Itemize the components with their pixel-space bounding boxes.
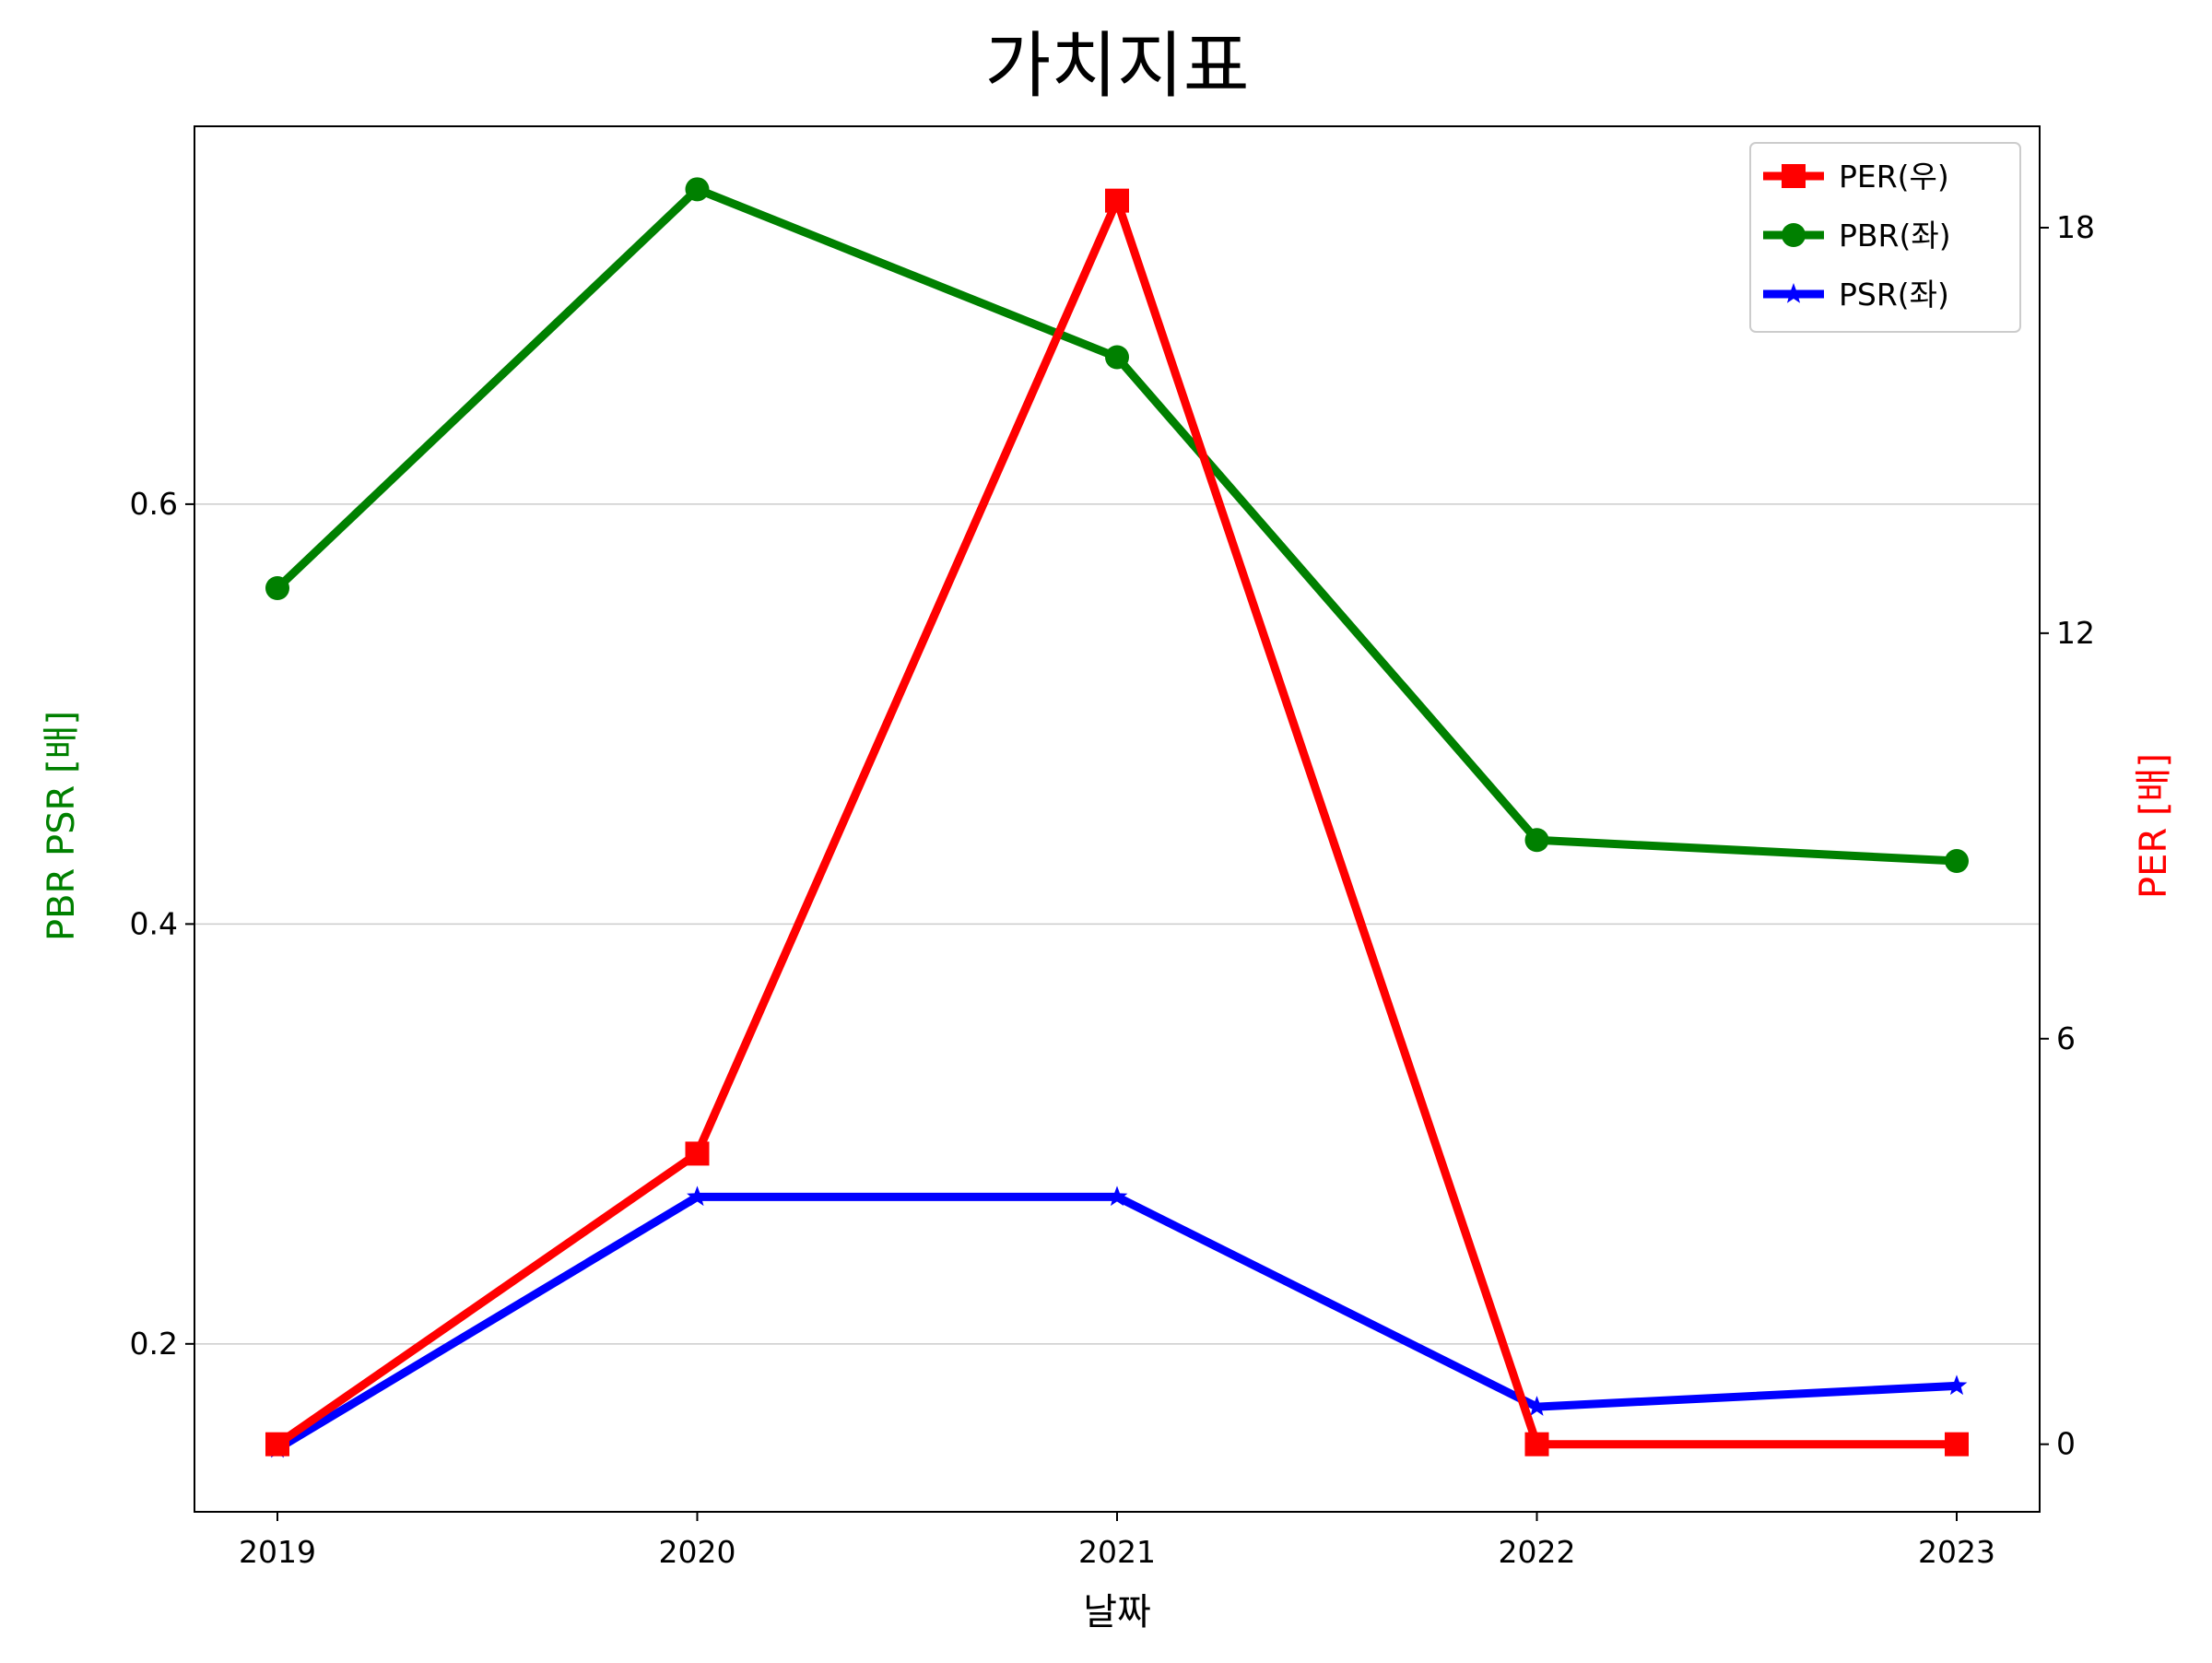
legend-marker [1782, 223, 1806, 247]
series-line [274, 184, 1958, 866]
data-point [685, 1141, 710, 1166]
data-point [1945, 849, 1969, 874]
data-point [1105, 345, 1129, 370]
legend-box [1749, 142, 2021, 333]
data-point [265, 1432, 289, 1457]
x-tick-label: 2020 [659, 1534, 736, 1570]
x-tick-label: 2022 [1499, 1534, 1576, 1570]
plot-frame [194, 125, 2041, 1513]
x-tick-label: 2021 [1078, 1534, 1156, 1570]
y-right-tick-label: 6 [2056, 1020, 2076, 1056]
data-point [1524, 828, 1549, 853]
y-right-tick-label: 12 [2056, 615, 2095, 651]
series-layer [265, 177, 1969, 1458]
chart-title: 가치지표 [984, 25, 1249, 108]
legend-entry-label: PBR(좌) [1839, 218, 1951, 254]
y-right-tick-label: 18 [2056, 209, 2095, 245]
series-line [275, 196, 1957, 1449]
legend: PER(우) PBR(좌) PSR(좌) [1749, 142, 2021, 333]
data-point [685, 177, 710, 202]
y-axis-left-label: PBR PSR [배] [41, 711, 83, 941]
y-right-tick-label: 0 [2056, 1426, 2076, 1462]
legend-entry-label: PER(우) [1839, 159, 1949, 195]
data-point [1524, 1432, 1549, 1457]
data-point [1946, 1374, 1968, 1396]
data-point [1106, 1185, 1128, 1207]
data-point [1945, 1432, 1969, 1457]
y-left-tick-label: 0.2 [130, 1326, 178, 1362]
legend-marker [1782, 164, 1806, 188]
x-tick-label: 2023 [1918, 1534, 1995, 1570]
series-PSR(좌) [266, 1185, 1968, 1458]
y-left-tick-label: 0.4 [130, 905, 178, 941]
series-line [275, 1192, 1958, 1453]
data-point [687, 1185, 708, 1207]
series-PBR(좌) [265, 177, 1969, 874]
grid-lines [194, 503, 2040, 1345]
data-point [1526, 1396, 1547, 1416]
y-axis-right-label: PER [배] [2133, 753, 2175, 899]
y-left-tick-label: 0.6 [130, 486, 178, 522]
x-axis-label: 날짜 [1083, 1591, 1151, 1634]
data-point [265, 576, 289, 600]
x-tick-label: 2019 [239, 1534, 316, 1570]
legend-entry-label: PSR(좌) [1839, 277, 1949, 313]
axes: 0.2 0.4 0.6 0 6 12 18 2019 2020 2021 2022 2023 [130, 209, 2095, 1570]
series-PER(우) [265, 188, 1969, 1457]
data-point [1105, 188, 1129, 213]
legend-marker [1783, 283, 1805, 303]
